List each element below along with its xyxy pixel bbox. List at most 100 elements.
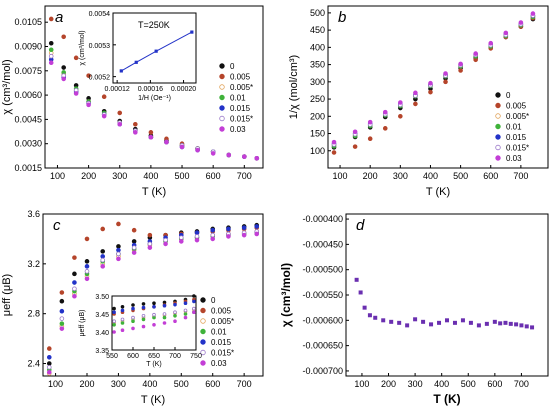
data-point: [508, 321, 513, 326]
data-point: [72, 293, 77, 299]
inset-fit-line: [121, 31, 193, 72]
x-tick-label: 500: [461, 379, 476, 389]
data-point: [458, 61, 463, 67]
x-tick-label: 500: [174, 379, 189, 389]
inset-x-label: 1/H (Oe⁻¹): [138, 95, 171, 102]
data-point: [241, 232, 247, 238]
legend-label: 0: [230, 62, 235, 71]
data-point: [133, 130, 138, 135]
data-point: [59, 290, 65, 295]
legend-marker: [219, 115, 225, 122]
panel-label: b: [338, 9, 346, 26]
data-point: [61, 65, 66, 70]
data-point: [460, 318, 465, 323]
data-point: [116, 256, 121, 262]
x-tick-label: 200: [363, 171, 378, 181]
x-tick-label: 400: [423, 171, 438, 181]
data-point: [100, 257, 106, 263]
legend-marker: [200, 307, 206, 314]
data-point: [72, 280, 77, 285]
x-tick-label: 100: [354, 379, 369, 389]
data-point: [152, 315, 156, 320]
data-point: [445, 318, 449, 323]
y-tick-label: 400: [310, 42, 325, 52]
data-point: [458, 68, 463, 73]
data-point: [358, 290, 363, 295]
data-point: [84, 269, 90, 274]
data-point: [141, 302, 146, 306]
data-point: [163, 241, 168, 247]
data-point: [352, 129, 358, 135]
panel-label: c: [53, 217, 61, 234]
inset-point: [190, 30, 194, 34]
x-tick-label: 400: [434, 379, 449, 389]
data-point: [352, 144, 358, 149]
data-point: [421, 319, 426, 324]
y-tick-label: -0.000600: [302, 315, 343, 325]
data-point: [381, 318, 386, 323]
data-point: [398, 100, 403, 105]
data-point: [100, 226, 106, 232]
data-point: [120, 328, 125, 333]
x-tick-label: 0.00016: [138, 86, 163, 93]
data-point: [147, 232, 153, 238]
x-tick-label: 200: [81, 171, 96, 181]
data-point: [46, 369, 52, 375]
plot-frame: [327, 5, 549, 169]
x-tick-label: 600: [483, 171, 498, 181]
data-point: [164, 139, 169, 145]
inset-point: [134, 60, 138, 64]
data-point: [46, 346, 52, 351]
legend-marker: [200, 297, 206, 303]
chart-c: 100 200 300 400 500 600 700 2.4 2.8 3.2 3.6 c T (K) μ…: [1, 209, 264, 406]
legend-label: 0.015: [230, 104, 251, 113]
data-point: [210, 236, 216, 242]
data-point: [179, 144, 185, 150]
legend-marker: [219, 63, 225, 69]
data-point: [59, 298, 65, 304]
legend-label: 0.005*: [230, 83, 253, 92]
series-0.015*: [46, 229, 260, 370]
data-point: [519, 323, 524, 328]
data-point: [141, 313, 146, 318]
chart-a: 100 200 300 400 500 600 700 0.0015 0.0030 0.0045 0…: [1, 5, 264, 198]
plot-frame: [44, 5, 264, 169]
data-point: [131, 319, 135, 324]
legend-label: 0.005*: [211, 317, 234, 326]
data-point: [413, 90, 418, 96]
x-tick-label: 100: [48, 379, 63, 389]
data-point: [141, 317, 146, 322]
data-point: [48, 47, 54, 53]
legend-label: 0.005: [230, 73, 251, 82]
x-tick-label: 550: [106, 353, 118, 360]
data-point: [86, 102, 91, 108]
x-axis-label: T (K): [141, 394, 165, 406]
y-tick-label: -0.000400: [302, 214, 343, 224]
series-0.03: [331, 11, 536, 145]
y-tick-label: -0.000500: [302, 265, 343, 275]
legend-label: 0.03: [211, 359, 227, 368]
inset-annotation: T=250K: [138, 20, 170, 30]
x-tick-label: 650: [148, 353, 160, 360]
y-tick-label: -0.000700: [302, 366, 343, 376]
y-tick-label: 3.45: [95, 312, 109, 319]
data-point: [429, 322, 434, 327]
plot-frame: [112, 12, 197, 84]
x-tick-label: 500: [175, 171, 190, 181]
x-tick-label: 700: [513, 171, 528, 181]
data-point: [152, 301, 156, 306]
data-point: [131, 250, 137, 255]
data-point: [148, 130, 154, 135]
x-tick-label: 400: [143, 171, 158, 181]
data-point: [112, 319, 116, 324]
legend-label: 0.01: [230, 94, 246, 103]
x-tick-label: 400: [142, 379, 157, 389]
data-point: [362, 305, 367, 310]
chart-d: 100 200 300 400 500 600 700 -0.000400 -0.000450 -…: [279, 213, 549, 406]
data-point: [72, 286, 77, 292]
x-tick-label: 300: [408, 379, 423, 389]
legend-label: 0.005: [211, 307, 232, 316]
legend-label: 0.005*: [506, 112, 529, 121]
legend-label: 0.015*: [211, 349, 234, 358]
